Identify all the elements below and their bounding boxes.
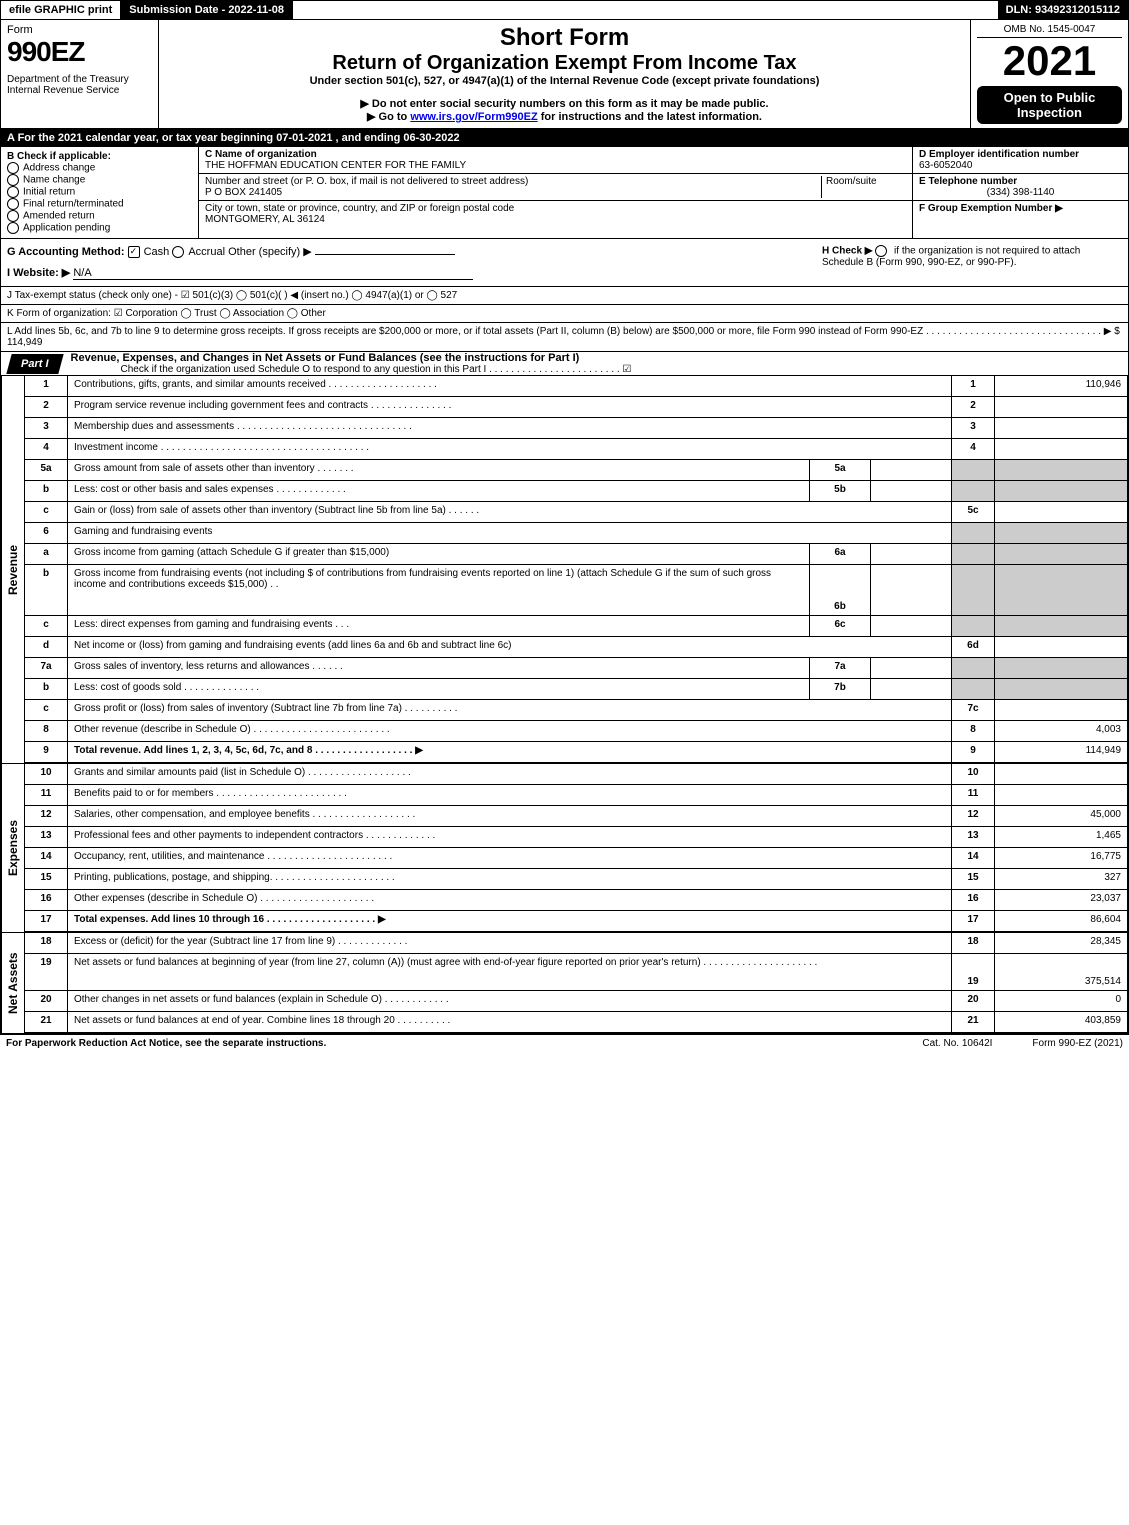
irs-link[interactable]: www.irs.gov/Form990EZ xyxy=(410,111,537,123)
paperwork-notice: For Paperwork Reduction Act Notice, see … xyxy=(6,1038,882,1049)
tel-value: (334) 398-1140 xyxy=(919,187,1122,198)
info-grid: B Check if applicable: Address change Na… xyxy=(0,147,1129,239)
line-17-total-expenses: 86,604 xyxy=(995,911,1127,931)
addr-label: Number and street (or P. O. box, if mail… xyxy=(205,176,528,187)
dln-number: DLN: 93492312015112 xyxy=(998,1,1128,19)
org-address: P O BOX 241405 xyxy=(205,187,282,198)
efile-print-label[interactable]: efile GRAPHIC print xyxy=(1,1,121,19)
form-label: Form xyxy=(7,24,152,36)
col-c-org-info: C Name of organization THE HOFFMAN EDUCA… xyxy=(199,147,913,238)
line-12-amount: 45,000 xyxy=(995,806,1127,826)
net-assets-sidebar-label: Net Assets xyxy=(1,933,24,1033)
form-version: Form 990-EZ (2021) xyxy=(1032,1038,1123,1049)
group-exemption-label: F Group Exemption Number ▶ xyxy=(919,203,1063,214)
chk-final-return[interactable]: Final return/terminated xyxy=(7,198,192,210)
dept-treasury: Department of the Treasury xyxy=(7,74,152,85)
org-name-label: C Name of organization xyxy=(205,149,317,160)
line-15-amount: 327 xyxy=(995,869,1127,889)
under-section: Under section 501(c), 527, or 4947(a)(1)… xyxy=(165,75,964,87)
return-title: Return of Organization Exempt From Incom… xyxy=(165,52,964,75)
ssn-notice: ▶ Do not enter social security numbers o… xyxy=(165,97,964,110)
row-g-h: G Accounting Method: Cash Accrual Other … xyxy=(0,239,1129,287)
short-form-title: Short Form xyxy=(165,24,964,52)
part-i-subtitle: Check if the organization used Schedule … xyxy=(61,364,1128,375)
revenue-sidebar-label: Revenue xyxy=(1,376,24,763)
omb-number: OMB No. 1545-0047 xyxy=(977,24,1122,38)
chk-cash[interactable] xyxy=(128,246,140,258)
form-number: 990EZ xyxy=(7,36,152,68)
gross-receipts-amount: 114,949 xyxy=(7,337,42,348)
chk-name-change[interactable]: Name change xyxy=(7,174,192,186)
goto-notice: ▶ Go to www.irs.gov/Form990EZ for instru… xyxy=(165,110,964,123)
line-13-amount: 1,465 xyxy=(995,827,1127,847)
page-footer: For Paperwork Reduction Act Notice, see … xyxy=(0,1034,1129,1052)
col-b-title: B Check if applicable: xyxy=(7,151,192,162)
top-bar: efile GRAPHIC print Submission Date - 20… xyxy=(0,0,1129,20)
row-j-tax-exempt: J Tax-exempt status (check only one) - ☑… xyxy=(0,287,1129,305)
form-header: Form 990EZ Department of the Treasury In… xyxy=(0,20,1129,129)
ein-label: D Employer identification number xyxy=(919,149,1079,160)
line-20-amount: 0 xyxy=(995,991,1127,1011)
col-d-ids: D Employer identification number 63-6052… xyxy=(913,147,1128,238)
col-b-checkboxes: B Check if applicable: Address change Na… xyxy=(1,147,199,238)
part-i-title: Revenue, Expenses, and Changes in Net As… xyxy=(61,352,1128,364)
part-i-header: Part I Revenue, Expenses, and Changes in… xyxy=(0,352,1129,376)
section-a-period: A For the 2021 calendar year, or tax yea… xyxy=(0,129,1129,147)
chk-amended-return[interactable]: Amended return xyxy=(7,210,192,222)
line-9-total-revenue: 114,949 xyxy=(995,742,1127,762)
line-8-amount: 4,003 xyxy=(995,721,1127,741)
room-suite-label: Room/suite xyxy=(821,176,906,198)
h-check-label: H Check ▶ xyxy=(822,246,872,257)
revenue-section: Revenue 1Contributions, gifts, grants, a… xyxy=(0,376,1129,763)
open-public-badge: Open to Public Inspection xyxy=(977,86,1122,124)
row-l-gross-receipts: L Add lines 5b, 6c, and 7b to line 9 to … xyxy=(0,323,1129,352)
chk-address-change[interactable]: Address change xyxy=(7,162,192,174)
org-name: THE HOFFMAN EDUCATION CENTER FOR THE FAM… xyxy=(205,160,466,171)
chk-accrual[interactable] xyxy=(172,246,184,258)
line-16-amount: 23,037 xyxy=(995,890,1127,910)
chk-schedule-b[interactable] xyxy=(875,245,887,257)
org-city: MONTGOMERY, AL 36124 xyxy=(205,214,325,225)
net-assets-section: Net Assets 18Excess or (deficit) for the… xyxy=(0,932,1129,1034)
catalog-number: Cat. No. 10642I xyxy=(882,1038,1032,1049)
website-value: N/A xyxy=(73,267,473,280)
line-1-amount: 110,946 xyxy=(995,376,1127,396)
expenses-sidebar-label: Expenses xyxy=(1,764,24,932)
dept-irs: Internal Revenue Service xyxy=(7,85,152,96)
accounting-method-label: G Accounting Method: xyxy=(7,246,125,258)
tax-year: 2021 xyxy=(977,40,1122,82)
row-k-org-form: K Form of organization: ☑ Corporation ◯ … xyxy=(0,305,1129,323)
line-19-amount: 375,514 xyxy=(995,954,1127,990)
chk-initial-return[interactable]: Initial return xyxy=(7,186,192,198)
website-label: I Website: ▶ xyxy=(7,267,70,279)
line-21-amount: 403,859 xyxy=(995,1012,1127,1032)
chk-application-pending[interactable]: Application pending xyxy=(7,222,192,234)
line-14-amount: 16,775 xyxy=(995,848,1127,868)
ein-value: 63-6052040 xyxy=(919,160,972,171)
expenses-section: Expenses 10Grants and similar amounts pa… xyxy=(0,763,1129,932)
line-18-amount: 28,345 xyxy=(995,933,1127,953)
city-label: City or town, state or province, country… xyxy=(205,203,514,214)
submission-date: Submission Date - 2022-11-08 xyxy=(121,1,293,19)
part-i-tab: Part I xyxy=(6,354,63,374)
tel-label: E Telephone number xyxy=(919,176,1017,187)
